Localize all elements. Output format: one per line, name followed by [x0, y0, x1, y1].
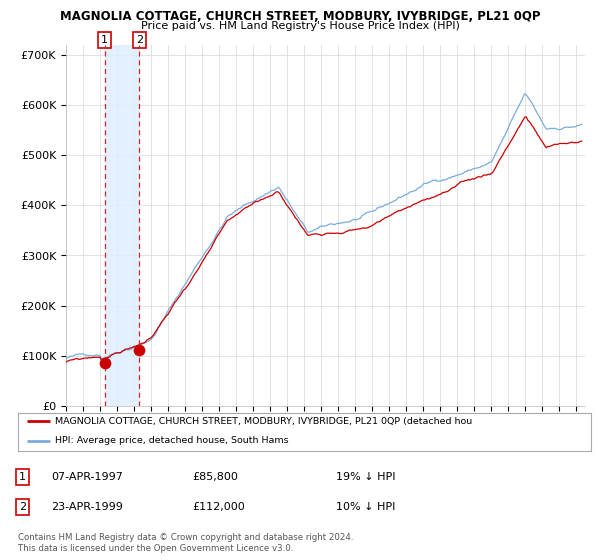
- Point: [100, 358, 109, 367]
- Text: 23-APR-1999: 23-APR-1999: [51, 502, 123, 512]
- Text: Contains HM Land Registry data © Crown copyright and database right 2024.
This d: Contains HM Land Registry data © Crown c…: [18, 533, 353, 553]
- Text: 10% ↓ HPI: 10% ↓ HPI: [336, 502, 395, 512]
- Text: 2: 2: [136, 35, 143, 45]
- Bar: [104, 45, 139, 406]
- Text: 1: 1: [19, 472, 26, 482]
- Text: Price paid vs. HM Land Registry's House Price Index (HPI): Price paid vs. HM Land Registry's House …: [140, 21, 460, 31]
- Text: 19% ↓ HPI: 19% ↓ HPI: [336, 472, 395, 482]
- Text: MAGNOLIA COTTAGE, CHURCH STREET, MODBURY, IVYBRIDGE, PL21 0QP (detached hou: MAGNOLIA COTTAGE, CHURCH STREET, MODBURY…: [55, 417, 472, 426]
- Text: 1: 1: [101, 35, 108, 45]
- Text: HPI: Average price, detached house, South Hams: HPI: Average price, detached house, Sout…: [55, 436, 289, 445]
- Text: £85,800: £85,800: [192, 472, 238, 482]
- Text: MAGNOLIA COTTAGE, CHURCH STREET, MODBURY, IVYBRIDGE, PL21 0QP: MAGNOLIA COTTAGE, CHURCH STREET, MODBURY…: [60, 10, 540, 23]
- Point: [134, 346, 144, 354]
- Text: 2: 2: [19, 502, 26, 512]
- Text: 07-APR-1997: 07-APR-1997: [51, 472, 123, 482]
- Text: £112,000: £112,000: [192, 502, 245, 512]
